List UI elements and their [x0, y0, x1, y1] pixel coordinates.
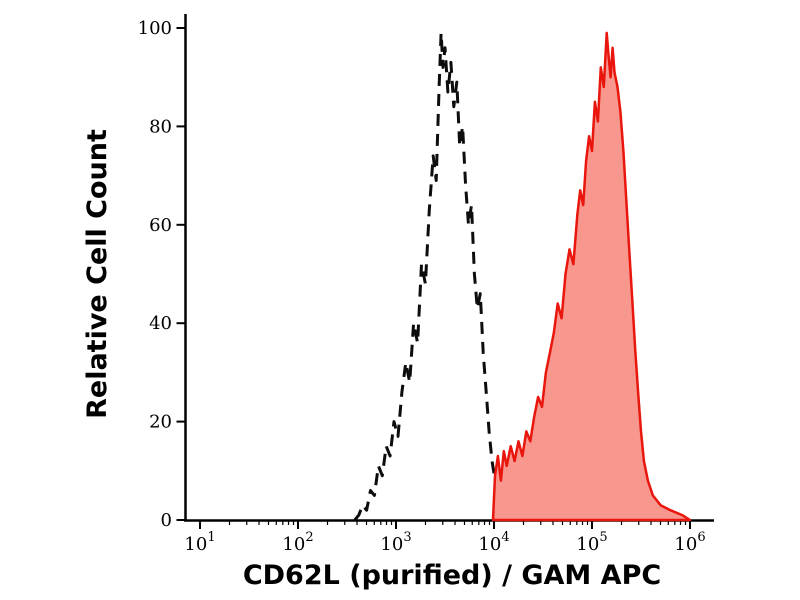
x-tick-label: 105 — [576, 530, 607, 555]
x-tick-label: 104 — [478, 530, 509, 555]
y-tick-label: 0 — [161, 510, 172, 531]
y-tick-label: 80 — [149, 116, 172, 137]
series-dashed-line-0 — [353, 31, 509, 521]
y-axis-title: Relative Cell Count — [82, 129, 113, 419]
y-tick-label: 40 — [149, 313, 172, 334]
x-axis-title: CD62L (purified) / GAM APC — [243, 560, 661, 591]
y-tick-label: 100 — [138, 18, 172, 39]
x-tick-label: 102 — [282, 530, 313, 555]
x-tick-label: 106 — [674, 530, 705, 555]
x-tick-label: 101 — [184, 530, 215, 555]
series-filled-area-1 — [491, 31, 692, 522]
y-tick-label: 60 — [149, 215, 172, 236]
y-tick-label: 20 — [149, 412, 172, 433]
x-tick-label: 103 — [380, 530, 411, 555]
